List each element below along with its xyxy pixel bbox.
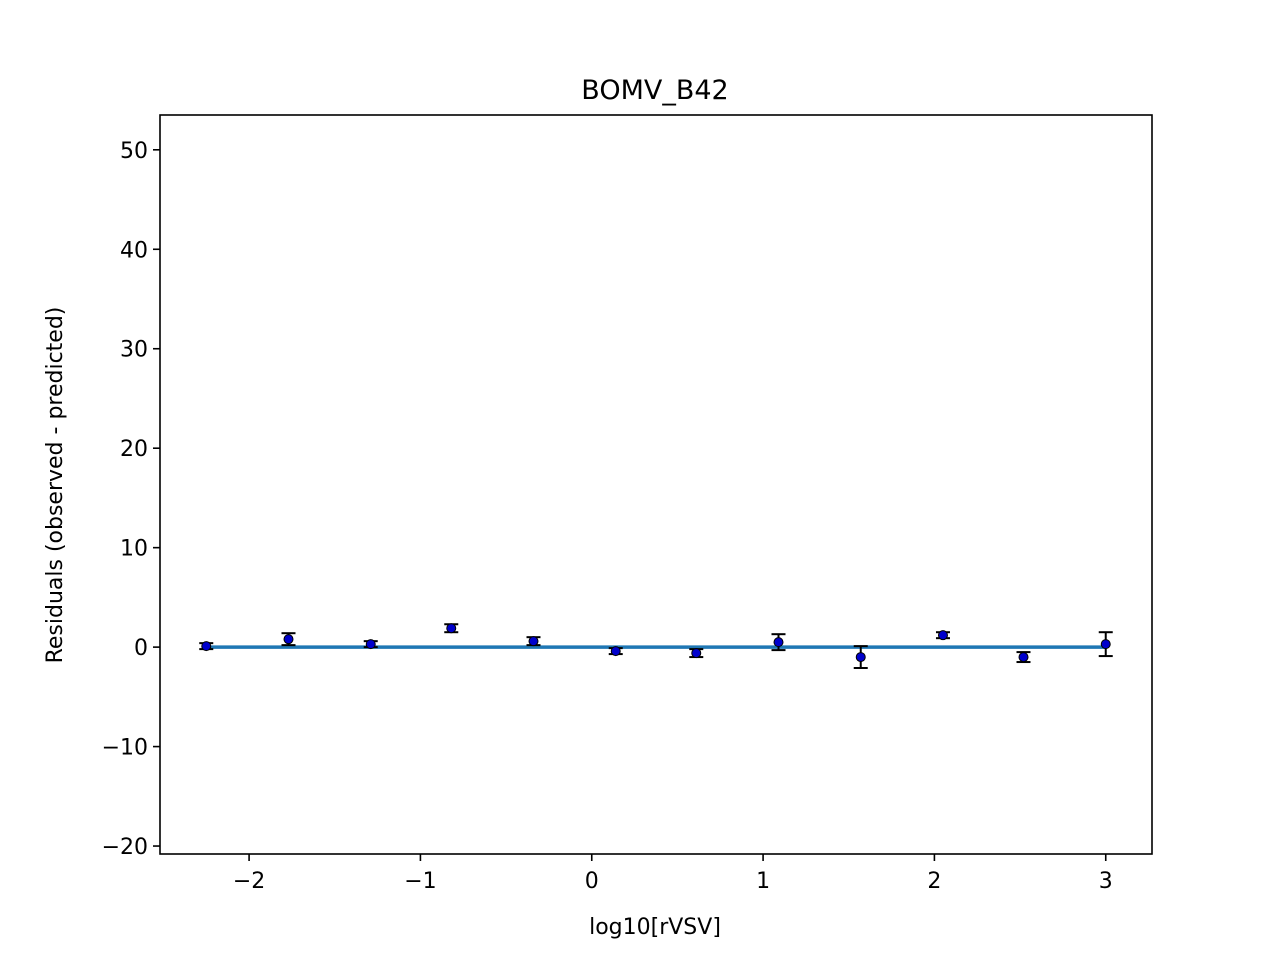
data-point [773, 637, 784, 648]
y-tick-label: 0 [134, 636, 148, 661]
data-point [446, 623, 457, 634]
x-tick-label: −1 [404, 869, 436, 894]
data-point [283, 634, 294, 645]
y-axis-label: Residuals (observed - predicted) [43, 307, 68, 664]
x-axis-label: log10[rVSV] [589, 915, 721, 940]
y-tick-label: −10 [102, 736, 148, 761]
axes-frame [159, 114, 1153, 855]
x-tick-label: 2 [927, 869, 941, 894]
y-axis: −20 −10 0 10 20 30 40 50 [102, 139, 160, 860]
plot-area [199, 623, 1113, 670]
data-point [528, 636, 539, 647]
x-tick-label: −2 [233, 869, 265, 894]
data-point [691, 648, 702, 659]
x-axis: −2 −1 0 1 2 3 [233, 854, 1113, 894]
data-point [610, 646, 621, 657]
y-tick-label: −20 [102, 835, 148, 860]
x-tick-label: 1 [756, 869, 770, 894]
y-tick-label: 30 [120, 338, 148, 363]
data-point [201, 641, 212, 652]
y-tick-label: 10 [120, 537, 148, 562]
chart-title: BOMV_B42 [581, 75, 728, 106]
data-point [1018, 652, 1029, 663]
data-point [365, 639, 376, 650]
data-point [937, 630, 948, 641]
x-tick-label: 3 [1099, 869, 1113, 894]
y-tick-label: 50 [120, 139, 148, 164]
y-tick-label: 20 [120, 437, 148, 462]
y-tick-label: 40 [120, 238, 148, 263]
data-point [1100, 639, 1111, 650]
x-tick-label: 0 [585, 869, 599, 894]
data-point [855, 652, 866, 663]
